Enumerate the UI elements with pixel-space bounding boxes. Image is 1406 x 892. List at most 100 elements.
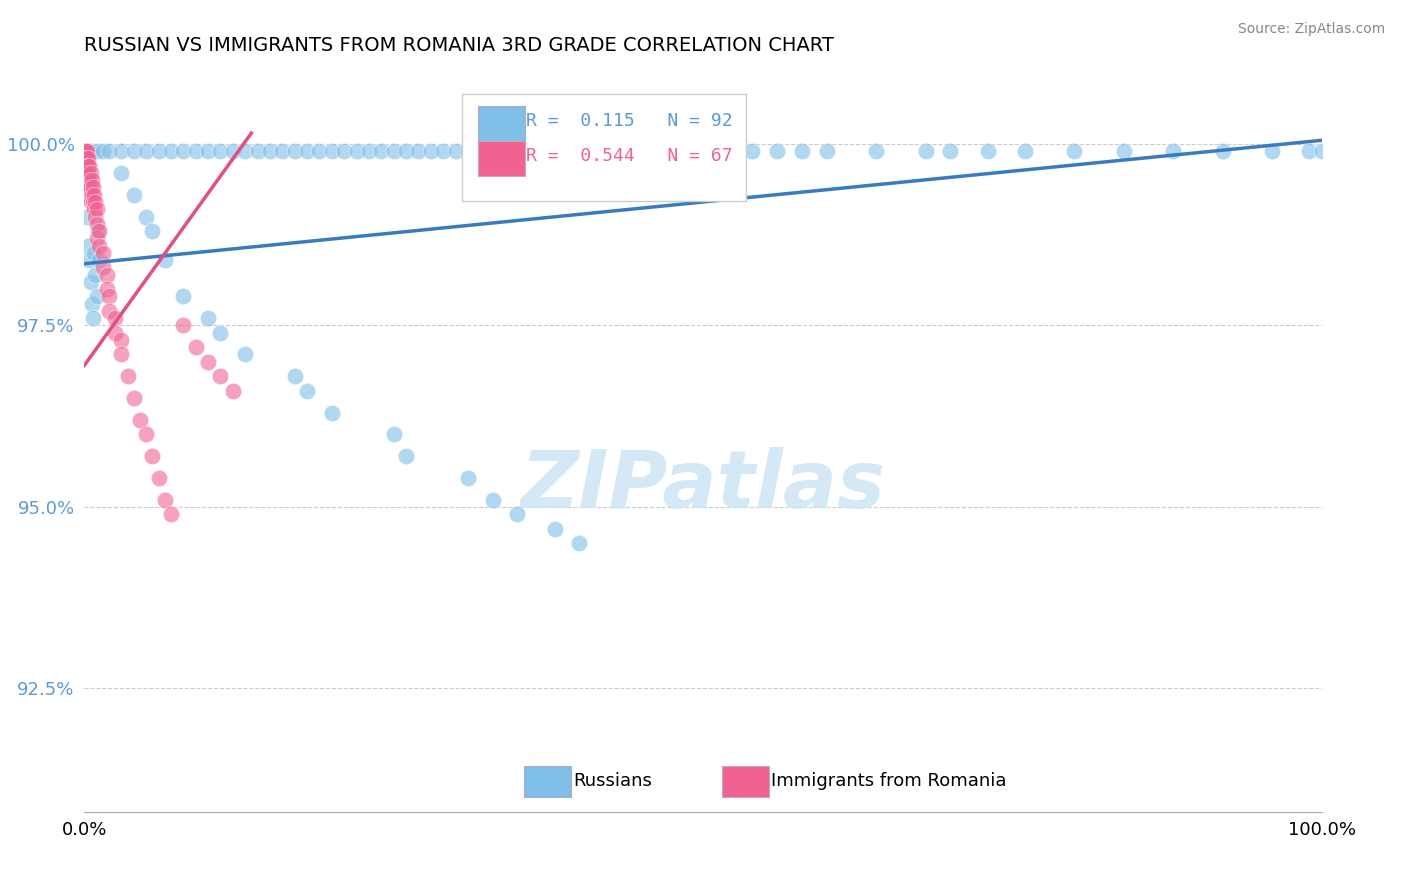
Point [82, 194, 104, 209]
Point [655, 145, 678, 159]
Point [357, 145, 380, 159]
Point [135, 427, 157, 442]
Point [444, 145, 467, 159]
Point [91, 260, 114, 275]
Point [741, 145, 763, 159]
Point [73, 145, 96, 159]
Point [84, 194, 107, 209]
Point [172, 145, 194, 159]
Point [382, 427, 405, 442]
Point [1212, 145, 1234, 159]
Point [481, 492, 503, 507]
Point [865, 145, 887, 159]
Point [321, 145, 343, 159]
Point [86, 145, 108, 159]
Point [1310, 145, 1333, 159]
Point [76, 180, 98, 194]
Point [73, 145, 96, 159]
Point [222, 384, 245, 398]
Point [82, 311, 104, 326]
Point [408, 145, 430, 159]
Point [73, 145, 96, 159]
Point [605, 145, 627, 159]
Point [122, 145, 145, 159]
Point [89, 224, 111, 238]
Point [73, 145, 96, 159]
Point [593, 145, 616, 159]
Point [84, 210, 107, 224]
Point [89, 238, 111, 252]
Point [73, 145, 96, 159]
Point [96, 282, 118, 296]
Point [110, 166, 132, 180]
Point [79, 180, 101, 194]
Point [77, 180, 100, 194]
Point [89, 253, 111, 268]
Point [82, 180, 104, 194]
Point [1063, 145, 1085, 159]
Point [79, 173, 101, 187]
Point [77, 238, 100, 252]
Point [76, 166, 98, 180]
Point [79, 159, 101, 173]
Point [568, 145, 591, 159]
Point [122, 187, 145, 202]
Point [519, 145, 541, 159]
Point [370, 145, 392, 159]
Point [295, 384, 318, 398]
Point [153, 253, 176, 268]
Point [209, 326, 232, 340]
Point [77, 159, 100, 173]
Point [308, 145, 330, 159]
Point [117, 369, 139, 384]
Point [395, 145, 418, 159]
Point [1161, 145, 1184, 159]
Point [284, 145, 307, 159]
Point [86, 202, 108, 217]
Point [104, 311, 127, 326]
Point [197, 311, 219, 326]
FancyBboxPatch shape [461, 94, 747, 201]
Point [1298, 145, 1320, 159]
Point [98, 304, 121, 318]
Point [222, 145, 245, 159]
Point [976, 145, 998, 159]
Point [494, 145, 516, 159]
Point [79, 253, 101, 268]
Point [76, 145, 98, 159]
Point [79, 187, 101, 202]
Point [457, 145, 479, 159]
Point [148, 471, 170, 485]
Point [83, 202, 105, 217]
Point [86, 217, 108, 231]
Point [160, 145, 183, 159]
Point [79, 275, 101, 289]
Point [76, 159, 98, 173]
Point [76, 210, 98, 224]
Point [457, 471, 479, 485]
Point [91, 145, 114, 159]
Text: Source: ZipAtlas.com: Source: ZipAtlas.com [1237, 22, 1385, 37]
Point [233, 347, 256, 361]
Point [83, 187, 105, 202]
Point [382, 145, 405, 159]
Point [73, 166, 96, 180]
Point [246, 145, 269, 159]
Point [209, 369, 232, 384]
Point [79, 166, 101, 180]
Point [295, 145, 318, 159]
Text: Immigrants from Romania: Immigrants from Romania [770, 772, 1007, 790]
Point [506, 145, 529, 159]
Point [321, 405, 343, 419]
Point [184, 145, 207, 159]
Point [75, 145, 97, 159]
Point [83, 245, 105, 260]
Point [284, 369, 307, 384]
Point [135, 210, 157, 224]
Point [153, 492, 176, 507]
Text: Russians: Russians [574, 772, 652, 790]
Point [914, 145, 936, 159]
Point [233, 145, 256, 159]
Point [617, 145, 640, 159]
Point [75, 145, 97, 159]
